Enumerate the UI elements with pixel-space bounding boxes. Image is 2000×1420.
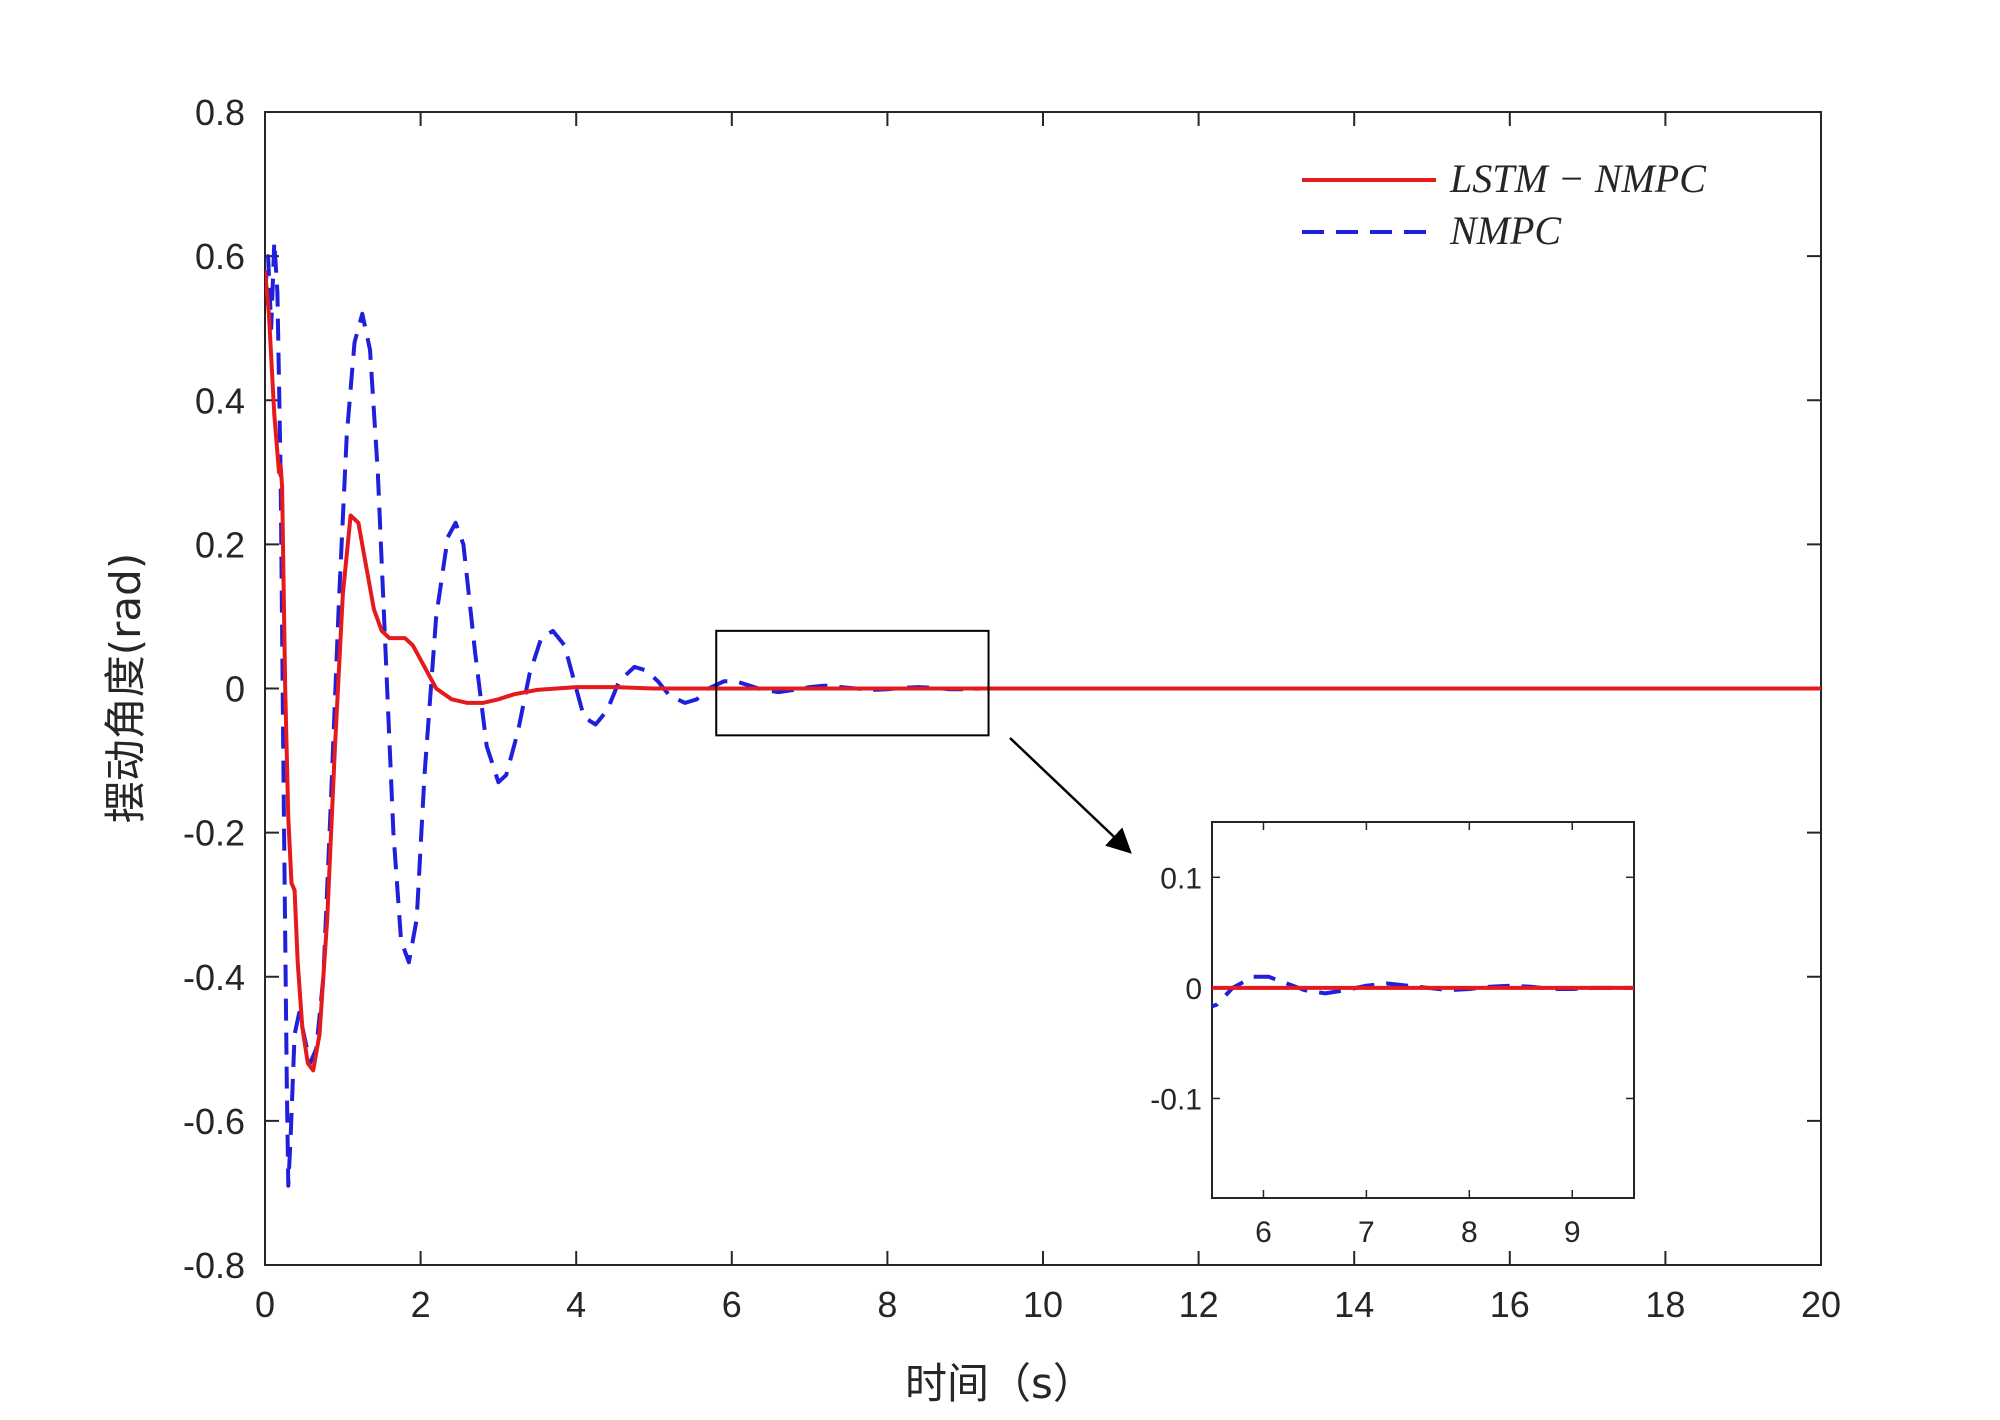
main-axis-ticks: 0 2 4 6 8 10 12 14 16 18 20 0.8 0.6 0.4 0.2 0 -0.2 -0.4 -0… (183, 92, 1841, 1325)
x-tick-label: 0 (255, 1284, 275, 1325)
zoom-region-box (715, 629, 990, 737)
y-axis-label: 摆动角度(rad) (101, 553, 150, 823)
main-series-group (265, 239, 1821, 1188)
x-tick-label: 6 (722, 1284, 742, 1325)
x-tick-label: 20 (1801, 1284, 1841, 1325)
inset-x-tick-label: 7 (1358, 1216, 1375, 1249)
inset-x-tick-label: 6 (1255, 1216, 1272, 1249)
y-tick-label: 0.6 (195, 236, 245, 277)
x-tick-label: 2 (411, 1284, 431, 1325)
inset-y-tick-label: -0.1 (1150, 1083, 1202, 1116)
legend-label-nmpc: NMPC (1449, 208, 1562, 253)
inset-y-tick-label: 0.1 (1160, 862, 1202, 895)
x-tick-label: 18 (1645, 1284, 1685, 1325)
x-tick-label: 16 (1490, 1284, 1530, 1325)
y-tick-label: -0.8 (183, 1245, 245, 1286)
inset-series-group (1212, 974, 1634, 1009)
inset-x-tick-label: 8 (1461, 1216, 1478, 1249)
y-tick-label: -0.4 (183, 957, 245, 998)
y-tick-label: 0 (225, 669, 245, 710)
y-tick-label: 0.4 (195, 380, 245, 421)
inset-y-tick-label: 0 (1185, 973, 1202, 1006)
y-tick-label: -0.2 (183, 813, 245, 854)
legend: LSTM − NMPC NMPC (1302, 156, 1707, 253)
y-tick-label: 0.8 (195, 92, 245, 133)
x-tick-label: 4 (566, 1284, 586, 1325)
x-tick-label: 10 (1023, 1284, 1063, 1325)
x-tick-label: 8 (877, 1284, 897, 1325)
legend-label-lstm-nmpc: LSTM − NMPC (1449, 156, 1707, 201)
y-tick-label: 0.2 (195, 524, 245, 565)
series-line-lstm-nmpc (265, 270, 1821, 1073)
inset-axis-ticks: 6 7 8 9 0.1 0 -0.1 (1150, 822, 1634, 1249)
x-axis-label: 时间（s） (905, 1359, 1095, 1408)
x-tick-label: 14 (1334, 1284, 1374, 1325)
inset-x-tick-label: 9 (1564, 1216, 1581, 1249)
y-tick-label: -0.6 (183, 1101, 245, 1142)
zoom-arrow (1009, 737, 1132, 854)
inset-plot-area (1211, 821, 1635, 1199)
x-tick-label: 12 (1179, 1284, 1219, 1325)
